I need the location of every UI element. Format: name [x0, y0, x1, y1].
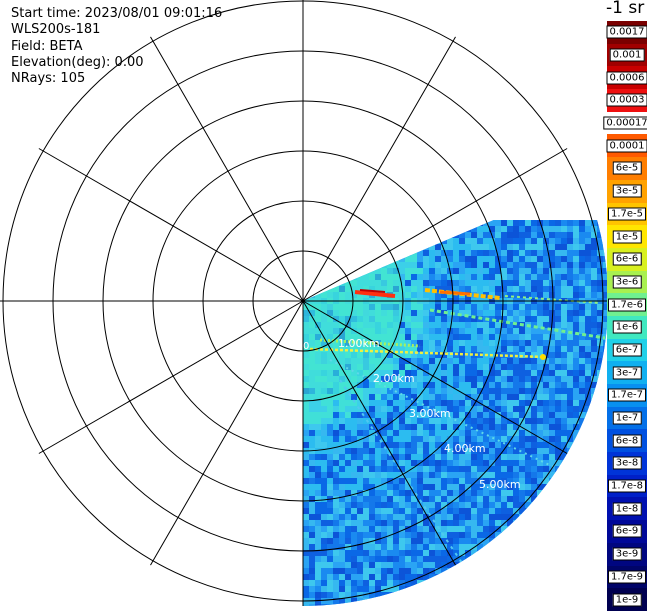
- scan-info-panel: Start time: 2023/08/01 09:01:16 WLS200s-…: [11, 6, 222, 87]
- colorbar-tick-label: 0.0003: [607, 94, 647, 107]
- colorbar-cell: 1.7e-9: [607, 566, 647, 589]
- colorbar-tick-label: 6e-7: [613, 343, 642, 356]
- colorbar-tick-label: 6e-6: [613, 253, 642, 266]
- colorbar-cell: 1e-8: [607, 497, 647, 520]
- colorbar-tick-label: 3e-8: [613, 457, 642, 470]
- ring-label-3km: 3.00km: [409, 407, 451, 420]
- colorbar-cell: 0.001: [607, 44, 647, 67]
- colorbar-cell: 0.0003: [607, 89, 647, 112]
- colorbar-tick-label: 6e-8: [613, 434, 642, 447]
- colorbar-cell: 3e-8: [607, 452, 647, 475]
- colorbar-cell: 1.7e-5: [607, 203, 647, 226]
- colorbar-cell: 0.00017: [607, 112, 647, 135]
- azimuth-spoke: [39, 301, 303, 454]
- colorbar-cell: 0.0006: [607, 66, 647, 89]
- azimuth-spoke: [151, 301, 304, 565]
- start-time-text: Start time: 2023/08/01 09:01:16: [11, 6, 222, 22]
- colorbar-cell: 1e-9: [607, 588, 647, 611]
- colorbar-tick-label: 6e-5: [613, 162, 642, 175]
- colorbar-tick-label: 1e-6: [613, 321, 642, 334]
- device-name-text: WLS200s-181: [11, 22, 222, 38]
- colorbar-tick-label: 3e-5: [613, 185, 642, 198]
- beta-scan-sector: [203, 201, 613, 607]
- colorbar-tick-label: 1e-5: [613, 230, 642, 243]
- colorbar-cell: 0.0001: [607, 134, 647, 157]
- colorbar-cell: 3e-7: [607, 361, 647, 384]
- colorbar-tick-label: 6e-9: [613, 525, 642, 538]
- colorbar-tick-label: 1e-9: [613, 593, 642, 606]
- colorbar-cell: 1.7e-8: [607, 475, 647, 498]
- colorbar-cell: 1.7e-7: [607, 384, 647, 407]
- colorbar-tick-label: 0.0001: [607, 139, 647, 152]
- colorbar-tick-label: 0.001: [610, 49, 645, 62]
- colorbar-tick-label: 0.0017: [607, 26, 647, 39]
- field-text: Field: BETA: [11, 39, 222, 55]
- colorbar-tick-label: 0.0006: [607, 71, 647, 84]
- ring-label-2km: 2.00km: [373, 372, 415, 385]
- colorbar-cell: 6e-5: [607, 157, 647, 180]
- colorbar-cell: 6e-8: [607, 429, 647, 452]
- colorbar-cell: 1e-5: [607, 225, 647, 248]
- colorbar-tick-label: 1.7e-5: [608, 207, 646, 220]
- colorbar-tick-label: 3e-9: [613, 548, 642, 561]
- colorbar-tick-label: 3e-7: [613, 366, 642, 379]
- colorbar-cell: 1.7e-6: [607, 293, 647, 316]
- colorbar-tick-label: 1.7e-9: [608, 570, 646, 583]
- colorbar-cell: 0.0017: [607, 21, 647, 44]
- colorbar-tick-label: 1.7e-8: [608, 480, 646, 493]
- ring-label-4km: 4.00km: [444, 442, 486, 455]
- elevation-text: Elevation(deg): 0.00: [11, 55, 222, 71]
- ring-label-1km: 1.00km: [338, 337, 380, 350]
- colorbar-tick-label: 1.7e-6: [608, 298, 646, 311]
- colorbar-cell: 1e-7: [607, 407, 647, 430]
- colorbar-tick-label: 0.00017: [603, 117, 647, 130]
- colorbar-tick-label: 1e-8: [613, 502, 642, 515]
- colorbar-cell: 6e-7: [607, 339, 647, 362]
- colorbar-tick-label: 1e-7: [613, 412, 642, 425]
- ring-label-0: 0: [303, 341, 309, 352]
- colorbar-cell: 6e-6: [607, 248, 647, 271]
- colorbar-cell: 3e-6: [607, 271, 647, 294]
- colorbar-legend: 0.0017 0.001 0.0006 0.0003 0.00017 0.0001 6e-5…: [607, 21, 647, 611]
- colorbar-cell: 3e-5: [607, 180, 647, 203]
- colorbar-tick-label: 1.7e-7: [608, 389, 646, 402]
- colorbar-cell: 1e-6: [607, 316, 647, 339]
- ring-label-5km: 5.00km: [479, 478, 521, 491]
- colorbar-tick-label: 3e-6: [613, 275, 642, 288]
- colorbar-unit-title: -1 sr: [606, 0, 644, 18]
- nrays-text: NRays: 105: [11, 71, 222, 87]
- azimuth-spoke: [39, 149, 303, 302]
- colorbar-cell: 6e-9: [607, 520, 647, 543]
- colorbar-cell: 3e-9: [607, 543, 647, 566]
